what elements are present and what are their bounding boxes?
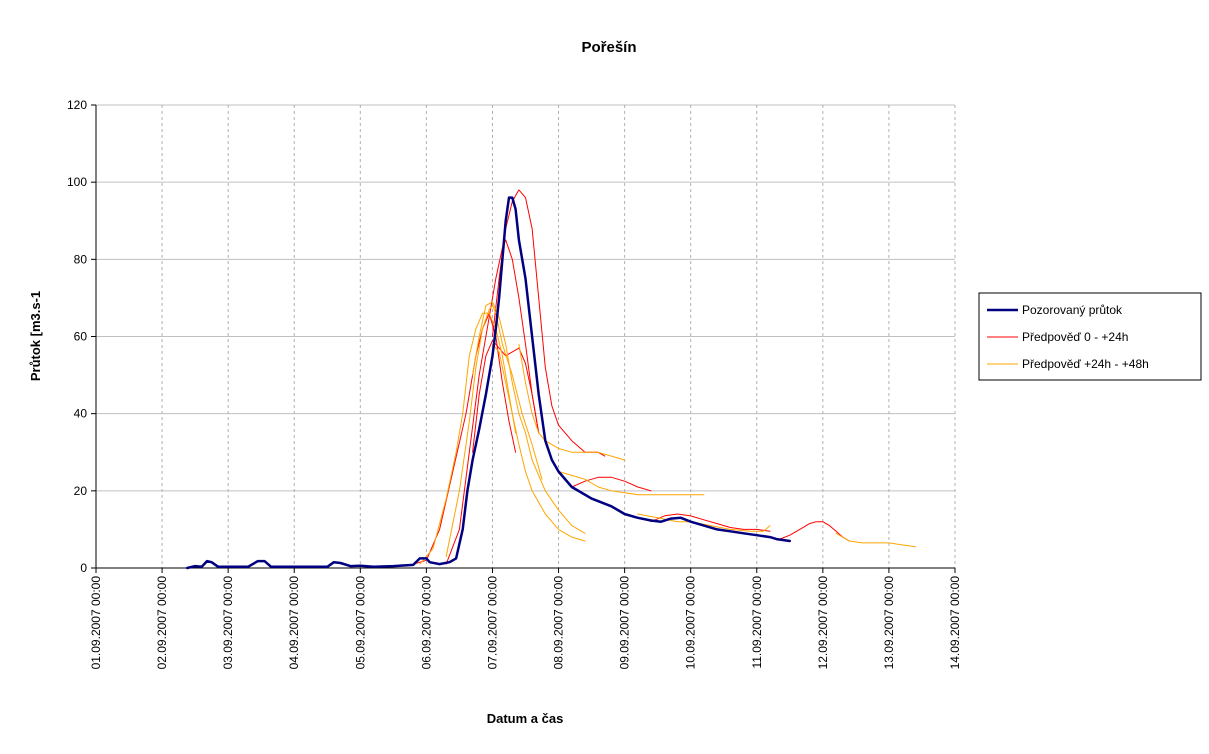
- series-line: [492, 189, 606, 457]
- x-tick-label: 12.09.2007 00:00: [816, 576, 830, 670]
- chart-title: Pořešín: [581, 39, 636, 56]
- series-line: [419, 312, 517, 565]
- series-line: [779, 521, 850, 542]
- x-tick-label: 10.09.2007 00:00: [684, 576, 698, 670]
- x-tick-label: 08.09.2007 00:00: [552, 576, 566, 670]
- y-tick-label: 0: [80, 561, 87, 575]
- series-line: [835, 532, 916, 548]
- plot-grid: [96, 104, 956, 568]
- series-line: [445, 305, 543, 557]
- x-tick-labels: 01.09.2007 00:00 02.09.2007 00:00 03.09.20…: [89, 576, 962, 670]
- legend-label-forecast-24-48: Předpověď +24h - +48h: [1022, 357, 1149, 371]
- y-tick-label: 100: [67, 175, 87, 189]
- x-tick-label: 02.09.2007 00:00: [155, 576, 169, 670]
- series-line: [558, 471, 705, 496]
- x-tick-label: 14.09.2007 00:00: [948, 576, 962, 670]
- legend-label-observed: Pozorovaný průtok: [1022, 303, 1123, 317]
- series-line: [185, 196, 792, 570]
- x-tick-label: 01.09.2007 00:00: [89, 576, 103, 670]
- x-tick-label: 11.09.2007 00:00: [750, 576, 764, 669]
- series-line: [406, 312, 517, 567]
- x-axis-label: Datum a čas: [487, 711, 564, 726]
- series-line: [571, 476, 652, 492]
- x-tick-label: 07.09.2007 00:00: [485, 576, 499, 670]
- series-line: [492, 343, 586, 542]
- series-line: [637, 513, 771, 532]
- y-tick-label: 80: [74, 252, 88, 266]
- series-line: [518, 343, 626, 461]
- legend-label-forecast-0-24: Předpověď 0 - +24h: [1022, 330, 1128, 344]
- x-tick-label: 13.09.2007 00:00: [882, 576, 896, 670]
- y-axis-label: Průtok [m3.s-1: [28, 291, 43, 381]
- series-group: [185, 189, 916, 570]
- y-tick-label: 40: [74, 407, 88, 421]
- series-line: [650, 513, 771, 532]
- x-tick-label: 06.09.2007 00:00: [419, 576, 433, 670]
- y-tick-label: 20: [74, 484, 88, 498]
- legend: Pozorovaný průtok Předpověď 0 - +24h Pře…: [978, 292, 1202, 381]
- y-tick-labels: 0 20 40 60 80 100 120: [67, 98, 87, 575]
- series-line: [472, 301, 586, 534]
- y-tick-label: 60: [74, 330, 88, 344]
- axes: [91, 104, 956, 573]
- x-tick-label: 03.09.2007 00:00: [221, 576, 235, 670]
- x-tick-label: 09.09.2007 00:00: [618, 576, 632, 670]
- x-tick-label: 05.09.2007 00:00: [353, 576, 367, 670]
- x-tick-label: 04.09.2007 00:00: [287, 576, 301, 670]
- y-tick-label: 120: [67, 98, 87, 112]
